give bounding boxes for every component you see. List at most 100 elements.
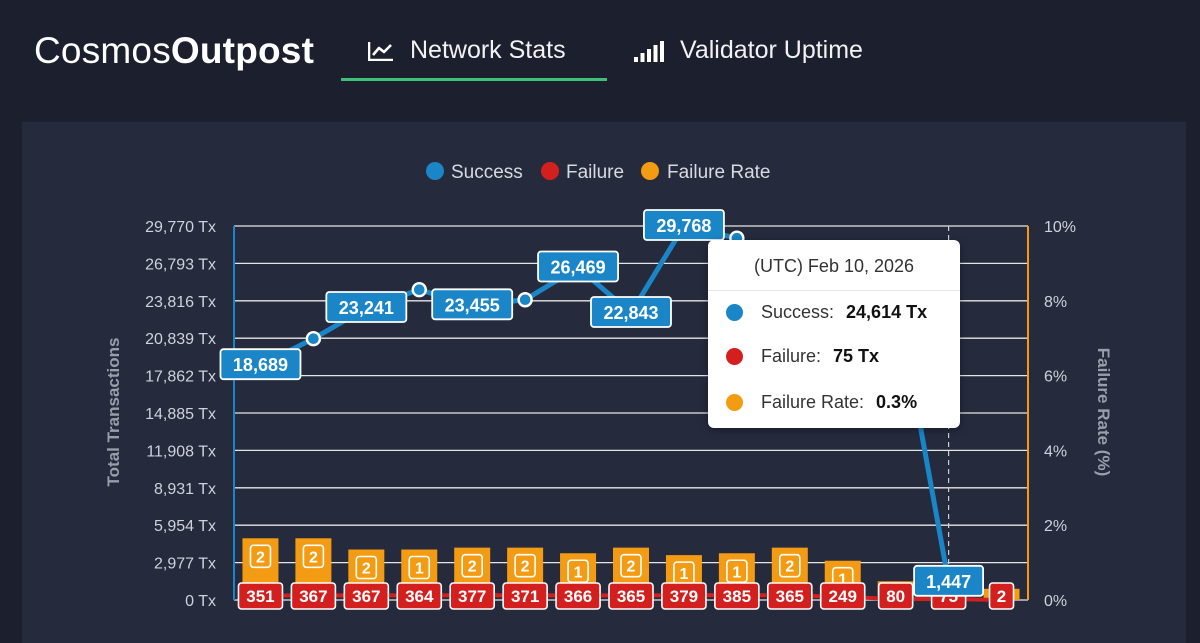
failure-data-label: 365 bbox=[776, 587, 804, 606]
failure-rate-label-box bbox=[620, 553, 642, 578]
failure-rate-label: 2 bbox=[309, 549, 318, 566]
left-tick-label: 8,931 Tx bbox=[154, 481, 216, 498]
axes: 0 Tx 2,977 Tx 5,954 Tx 8,931 Tx 11,908 Tx 14,… bbox=[145, 219, 1076, 610]
success-data-label: 29,768 bbox=[656, 216, 711, 236]
failure-data-label: 379 bbox=[670, 587, 698, 606]
legend-success[interactable]: Success bbox=[426, 162, 523, 183]
success-point[interactable] bbox=[305, 330, 322, 347]
tooltip-success-label: Success: bbox=[761, 302, 835, 322]
tooltip-failure-value: 75 Tx bbox=[833, 346, 880, 366]
failure-rate-label-box bbox=[249, 544, 272, 569]
failure-rate-label-box bbox=[778, 553, 801, 578]
failure-data-label-box[interactable] bbox=[608, 582, 654, 610]
left-tick-label: 5,954 Tx bbox=[154, 518, 216, 535]
left-tick-label: 26,793 Tx bbox=[145, 256, 216, 273]
tab-network-stats[interactable]: Network Stats bbox=[368, 36, 566, 65]
failure-data-label-box[interactable] bbox=[714, 582, 760, 610]
tooltip-rate-dot bbox=[726, 394, 743, 411]
legend-failure-rate-label: Failure Rate bbox=[667, 162, 771, 183]
failure-data-label: 371 bbox=[511, 587, 539, 606]
failure-rate-label: 2 bbox=[785, 559, 794, 576]
success-data-label-box[interactable] bbox=[537, 250, 619, 283]
failure-rate-label: 1 bbox=[679, 566, 688, 583]
success-point[interactable] bbox=[411, 281, 427, 298]
right-tick-label: 6% bbox=[1044, 369, 1067, 386]
failure-data-label: 366 bbox=[564, 587, 592, 606]
brand-bold: Outpost bbox=[170, 30, 315, 71]
legend-success-label: Success bbox=[451, 162, 523, 183]
chart-panel bbox=[22, 122, 1186, 643]
legend-success-dot bbox=[426, 162, 444, 180]
failure-data-label: 80 bbox=[886, 587, 905, 606]
tooltip-success-value: 24,614 Tx bbox=[846, 302, 928, 322]
legend-failure-dot bbox=[541, 162, 559, 180]
failure-data-label-box[interactable] bbox=[237, 582, 284, 610]
failure-data-label-box[interactable] bbox=[819, 582, 866, 610]
signal-bars-icon bbox=[634, 40, 664, 62]
failure-rate-label-box bbox=[302, 544, 325, 569]
failure-data-label: 365 bbox=[617, 587, 645, 606]
brand-light: Cosmos bbox=[34, 30, 171, 71]
right-tick-label: 4% bbox=[1044, 443, 1067, 460]
success-data-label-box[interactable] bbox=[590, 296, 672, 328]
tooltip-date: (UTC) Feb 10, 2026 bbox=[753, 256, 915, 276]
left-tick-label: 20,839 Tx bbox=[145, 331, 216, 348]
failure-data-label-box[interactable] bbox=[661, 582, 707, 610]
failure-data-label-box[interactable] bbox=[396, 582, 443, 610]
right-axis-title: Failure Rate (%) bbox=[1094, 348, 1113, 476]
tooltip-failure-row: Failure: 75 Tx bbox=[726, 346, 879, 367]
legend-failure-rate[interactable]: Failure Rate bbox=[641, 162, 771, 183]
tooltip-divider bbox=[708, 290, 960, 291]
failure-data-label-box[interactable] bbox=[449, 582, 496, 610]
tooltip-failure-label: Failure: bbox=[761, 346, 822, 366]
success-data-label: 22,843 bbox=[603, 303, 658, 323]
failure-data-label: 367 bbox=[352, 587, 380, 606]
tooltip-success-dot bbox=[726, 304, 743, 321]
success-data-label-box[interactable] bbox=[431, 288, 514, 321]
legend-failure[interactable]: Failure bbox=[541, 162, 624, 183]
tooltip-rate-value: 0.3% bbox=[876, 392, 918, 412]
failure-data-label: 364 bbox=[405, 587, 434, 606]
failure-rate-label-box bbox=[514, 553, 536, 578]
failure-data-label-box[interactable] bbox=[343, 582, 390, 610]
failure-data-label-box[interactable] bbox=[290, 582, 337, 610]
failure-rate-label: 2 bbox=[521, 559, 530, 576]
failure-rate-label: 1 bbox=[732, 564, 741, 581]
left-tick-label: 17,862 Tx bbox=[145, 369, 216, 386]
chart-tooltip: (UTC) Feb 10, 2026 Success: 24,614 Tx Fa… bbox=[708, 240, 960, 428]
failure-data-label-box[interactable] bbox=[988, 582, 1015, 610]
brand-logo[interactable]: CosmosOutpost bbox=[34, 30, 314, 72]
failure-rate-label: 2 bbox=[256, 549, 265, 566]
success-data-label-box[interactable] bbox=[325, 291, 408, 323]
legend: Success Failure Failure Rate bbox=[426, 162, 771, 183]
tab-network-stats-label: Network Stats bbox=[410, 36, 566, 64]
failure-rate-label-box bbox=[408, 555, 431, 580]
right-tick-label: 0% bbox=[1044, 593, 1067, 610]
left-tick-label: 0 Tx bbox=[185, 593, 216, 610]
failure-data-label-box[interactable] bbox=[502, 582, 548, 610]
right-tick-label: 8% bbox=[1044, 294, 1067, 311]
failure-rate-label: 2 bbox=[362, 561, 371, 578]
tab-validator-uptime[interactable]: Validator Uptime bbox=[634, 36, 863, 65]
left-axis-title: Total Transactions bbox=[104, 338, 123, 487]
success-data-label-box[interactable] bbox=[913, 564, 984, 597]
failure-data-label-box[interactable] bbox=[766, 582, 813, 610]
tooltip-rate-row: Failure Rate: 0.3% bbox=[726, 392, 917, 413]
success-data-label: 23,455 bbox=[445, 295, 500, 315]
success-data-label-box[interactable] bbox=[643, 209, 725, 241]
left-tick-label: 23,816 Tx bbox=[145, 294, 216, 311]
failure-data-label-box[interactable] bbox=[877, 582, 914, 610]
left-tick-label: 2,977 Tx bbox=[154, 556, 216, 573]
tooltip-rate-label: Failure Rate: bbox=[761, 392, 865, 412]
success-data-label-box[interactable] bbox=[219, 348, 302, 381]
failure-rate-label: 1 bbox=[838, 572, 847, 589]
success-series: 18,689 23,241 23,455 26,469 22,843 29,768 24,6… bbox=[219, 209, 984, 597]
header: CosmosOutpost Network Stats Validator Up… bbox=[0, 0, 1200, 122]
tab-validator-uptime-label: Validator Uptime bbox=[680, 36, 863, 64]
failure-rate-label: 1 bbox=[415, 561, 424, 578]
success-point[interactable] bbox=[517, 292, 533, 308]
active-tab-indicator bbox=[341, 78, 607, 81]
failure-data-label-box[interactable] bbox=[555, 582, 601, 610]
legend-failure-label: Failure bbox=[566, 162, 624, 183]
